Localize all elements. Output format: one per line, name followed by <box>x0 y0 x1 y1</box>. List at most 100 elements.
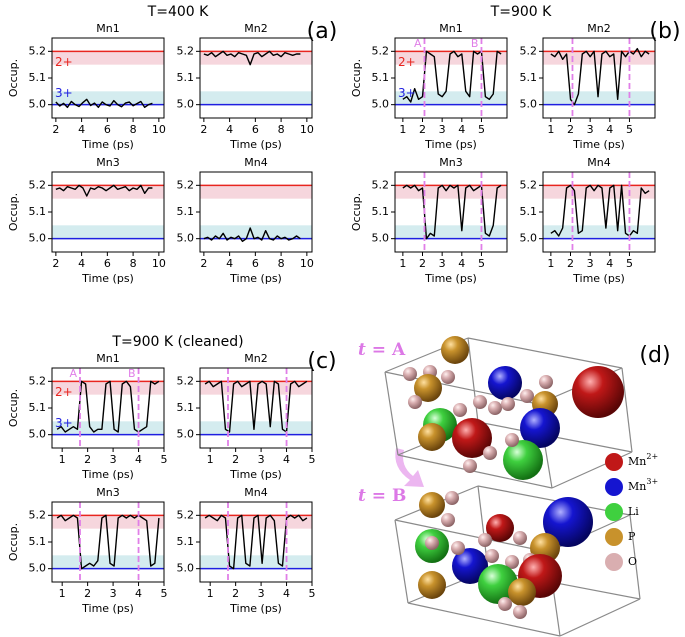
y-tick-label: 5.2 <box>29 178 47 191</box>
state-label: t = A <box>358 340 406 360</box>
series-line <box>56 380 160 433</box>
subplot-title: Mn3 <box>96 486 119 499</box>
band <box>200 421 312 435</box>
transition-arrow <box>395 448 424 487</box>
charge-label: 3+ <box>55 416 73 430</box>
subplot-title: Mn1 <box>96 22 119 35</box>
y-tick-label: 5.2 <box>520 178 538 191</box>
x-tick-label: 6 <box>104 257 111 270</box>
x-tick-label: 4 <box>606 123 613 136</box>
subplot-title: Mn2 <box>244 352 267 365</box>
y-axis-label: Occup. <box>7 59 20 97</box>
x-tick-label: 10 <box>152 257 166 270</box>
series-line <box>203 227 301 243</box>
band <box>200 91 312 105</box>
y-tick-label: 5.1 <box>29 205 47 218</box>
band <box>543 91 655 105</box>
y-axis-label: Occup. <box>350 193 363 231</box>
series-line <box>550 47 650 106</box>
x-tick-label: 5 <box>626 123 633 136</box>
x-tick-label: 4 <box>135 587 142 600</box>
axes-frame <box>199 501 313 583</box>
x-tick-label: 3 <box>258 587 265 600</box>
y-tick-label: 5.2 <box>177 374 195 387</box>
panel-label: (d) <box>639 343 670 368</box>
band <box>52 91 164 105</box>
y-tick-label: 5.0 <box>177 98 195 111</box>
x-axis-label: Time (ps) <box>81 138 134 151</box>
band <box>200 185 312 199</box>
x-tick-label: 4 <box>458 257 465 270</box>
band <box>395 225 507 239</box>
y-tick-label: 5.0 <box>29 562 47 575</box>
y-tick-label: 5.1 <box>372 71 390 84</box>
subplot-title: Mn1 <box>96 352 119 365</box>
charge-label: 3+ <box>398 86 416 100</box>
legend-label: Li <box>628 505 639 518</box>
atoms <box>403 336 624 480</box>
x-tick-label: 1 <box>399 257 406 270</box>
legend-swatch <box>605 528 623 546</box>
y-tick-label: 5.2 <box>29 44 47 57</box>
x-tick-label: 5 <box>478 123 485 136</box>
marker-label: A <box>69 367 77 380</box>
panel-title: T=400 K <box>147 4 209 20</box>
panel-label: (b) <box>649 19 680 44</box>
x-tick-label: 4 <box>78 257 85 270</box>
x-tick-label: 8 <box>278 257 285 270</box>
y-tick-label: 5.1 <box>372 205 390 218</box>
x-axis-label: Time (ps) <box>229 602 282 615</box>
y-tick-label: 5.0 <box>520 232 538 245</box>
x-tick-label: 2 <box>84 587 91 600</box>
series-line <box>55 184 153 197</box>
y-axis-label: Occup. <box>7 193 20 231</box>
x-tick-label: 8 <box>130 123 137 136</box>
y-tick-label: 5.2 <box>372 178 390 191</box>
x-tick-label: 2 <box>52 123 59 136</box>
y-tick-label: 5.2 <box>177 44 195 57</box>
panel-title: T=900 K <box>490 4 552 20</box>
subplot-title: Mn2 <box>244 22 267 35</box>
band <box>200 225 312 239</box>
y-tick-label: 5.0 <box>372 98 390 111</box>
x-axis-label: Time (ps) <box>424 272 477 285</box>
x-tick-label: 1 <box>207 587 214 600</box>
subplot-title: Mn1 <box>439 22 462 35</box>
subplot-title: Mn4 <box>587 156 610 169</box>
y-tick-label: 5.0 <box>372 232 390 245</box>
y-tick-label: 5.2 <box>372 44 390 57</box>
panel-label: (a) <box>307 19 338 44</box>
x-tick-label: 5 <box>309 453 316 466</box>
x-axis-label: Time (ps) <box>229 468 282 481</box>
x-tick-label: 2 <box>419 257 426 270</box>
subplot-title: Mn4 <box>244 156 267 169</box>
x-tick-label: 5 <box>626 257 633 270</box>
y-tick-label: 5.0 <box>29 232 47 245</box>
structure-diagram: (d) t = A t = B <box>358 336 671 637</box>
charge-label: 2+ <box>398 55 416 69</box>
x-tick-label: 10 <box>152 123 166 136</box>
x-tick-label: 6 <box>252 123 259 136</box>
y-tick-label: 5.1 <box>29 71 47 84</box>
legend-label: O <box>628 555 637 568</box>
y-tick-label: 5.2 <box>29 508 47 521</box>
x-tick-label: 10 <box>300 257 314 270</box>
x-tick-label: 5 <box>478 257 485 270</box>
x-tick-label: 6 <box>104 123 111 136</box>
series-line <box>204 380 308 433</box>
band <box>52 555 164 569</box>
axes-frame <box>51 171 165 253</box>
y-tick-label: 5.1 <box>177 205 195 218</box>
series-line <box>402 184 502 240</box>
subplot-title: Mn3 <box>439 156 462 169</box>
band <box>200 555 312 569</box>
legend-swatch <box>605 503 623 521</box>
y-tick-label: 5.0 <box>29 428 47 441</box>
y-tick-label: 5.1 <box>177 535 195 548</box>
band <box>543 225 655 239</box>
y-axis-label: Occup. <box>7 523 20 561</box>
legend-swatch <box>605 553 623 571</box>
x-tick-label: 4 <box>283 587 290 600</box>
x-tick-label: 1 <box>59 587 66 600</box>
series-line <box>203 50 301 66</box>
